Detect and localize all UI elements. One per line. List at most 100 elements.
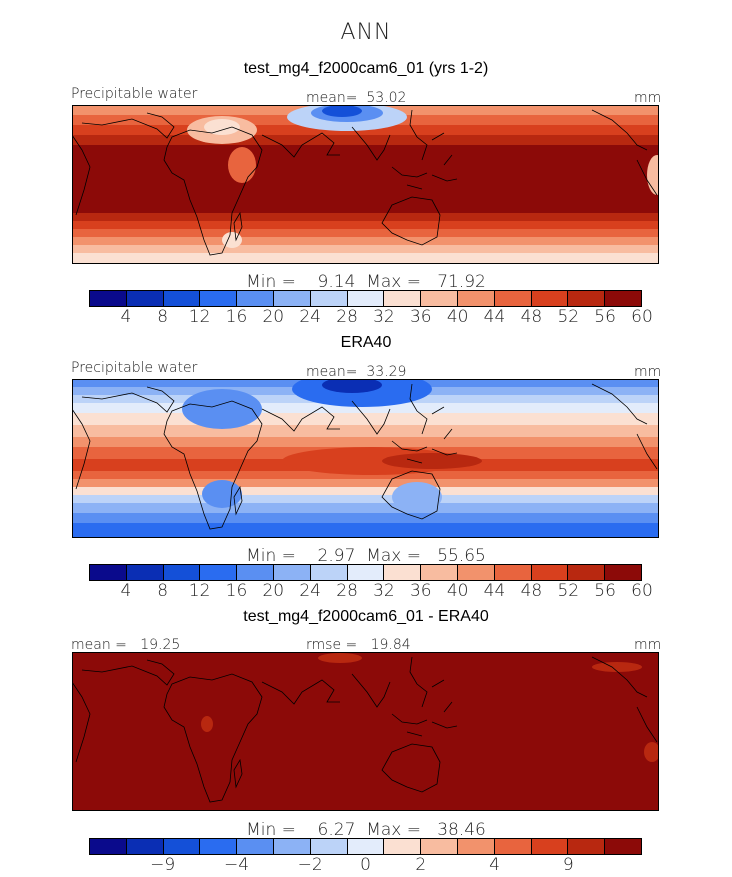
- colorbar-swatch: [605, 839, 641, 854]
- colorbar-swatch: [237, 565, 274, 580]
- tick-label: 32: [373, 581, 395, 601]
- panel-3-rmse-label: rmse = 19.84: [306, 637, 411, 653]
- panel-2-colorbar-ticks: 4 8 12 16 20 24 28 32 36 40 44 48 52 56 …: [89, 581, 652, 601]
- colorbar-swatch: [384, 291, 422, 306]
- colorbar-swatch: [90, 839, 127, 854]
- colorbar-swatch: [200, 839, 238, 854]
- tick-label: 36: [409, 307, 432, 327]
- tick-label: 9: [562, 855, 574, 875]
- panel-2-colorbar: [89, 564, 642, 581]
- tick-label: 44: [483, 307, 506, 327]
- tick-label: −4: [223, 855, 250, 875]
- colorbar-swatch: [531, 839, 569, 854]
- tick-label: 4: [120, 307, 132, 327]
- tick-label: 40: [446, 581, 469, 601]
- tick-label: 28: [336, 581, 358, 601]
- tick-label: 56: [594, 581, 616, 601]
- colorbar-swatch: [90, 291, 127, 306]
- tick-label: 52: [557, 581, 580, 601]
- tick-label: 8: [157, 581, 169, 601]
- colorbar-swatch: [605, 565, 641, 580]
- panel-2-min-max: Min = 2.97 Max = 55.65: [246, 546, 486, 566]
- tick-label: −2: [297, 855, 323, 875]
- tick-label: 20: [262, 581, 285, 601]
- tick-label: 2: [415, 855, 427, 875]
- colorbar-swatch: [126, 565, 164, 580]
- tick-label: 52: [557, 307, 580, 327]
- colorbar-swatch: [310, 839, 348, 854]
- tick-label: 4: [489, 855, 500, 875]
- panel-1-min-max: Min = 9.14 Max = 71.92: [246, 272, 486, 292]
- colorbar-swatch: [347, 291, 385, 306]
- panel-1-colorbar-ticks: 4 8 12 16 20 24 28 32 36 40 44 48 52 56 …: [89, 307, 652, 327]
- tick-label: 44: [483, 581, 506, 601]
- colorbar-swatch: [605, 291, 641, 306]
- figure-title: ANN: [340, 20, 392, 45]
- tick-label: 4: [120, 581, 132, 601]
- tick-label: 16: [225, 307, 248, 327]
- colorbar-swatch: [200, 565, 238, 580]
- tick-label: −9: [150, 855, 176, 875]
- panel-1-map: [72, 105, 659, 264]
- panel-1-title: test_mg4_f2000cam6_01 (yrs 1-2): [243, 60, 489, 77]
- colorbar-swatch: [421, 291, 458, 306]
- panel-3-map: [72, 652, 659, 811]
- tick-label: 56: [594, 307, 616, 327]
- colorbar-swatch: [163, 565, 201, 580]
- colorbar-swatch: [421, 565, 458, 580]
- tick-label: 48: [520, 581, 543, 601]
- colorbar-swatch: [310, 291, 348, 306]
- panel-1-mean-label: mean= 53.02: [306, 90, 407, 106]
- tick-label: 28: [336, 307, 358, 327]
- colorbar-swatch: [494, 839, 532, 854]
- colorbar-swatch: [568, 839, 606, 854]
- panel-1-variable-label: Precipitable water: [71, 86, 198, 102]
- panel-1-units-label: mm: [634, 90, 662, 106]
- colorbar-swatch: [384, 565, 422, 580]
- tick-label: 32: [373, 307, 395, 327]
- colorbar-swatch: [531, 565, 569, 580]
- colorbar-swatch: [531, 291, 569, 306]
- panel-3-min-max: Min = 6.27 Max = 38.46: [246, 820, 486, 840]
- panel-3-colorbar-ticks: −9 −4 −2 0 2 4 9: [89, 855, 642, 875]
- colorbar-swatch: [237, 291, 274, 306]
- panel-2-mean-label: mean= 33.29: [306, 364, 407, 380]
- colorbar-swatch: [273, 839, 311, 854]
- tick-label: 8: [157, 307, 169, 327]
- tick-label: 16: [225, 581, 248, 601]
- panel-2-units-label: mm: [634, 364, 662, 380]
- colorbar-swatch: [568, 565, 606, 580]
- colorbar-swatch: [384, 839, 422, 854]
- tick-label: 20: [262, 307, 285, 327]
- tick-label: 0: [360, 855, 371, 875]
- colorbar-swatch: [90, 565, 127, 580]
- colorbar-swatch: [421, 839, 458, 854]
- colorbar-swatch: [237, 839, 274, 854]
- colorbar-swatch: [200, 291, 238, 306]
- colorbar-swatch: [347, 565, 385, 580]
- colorbar-swatch: [457, 839, 495, 854]
- tick-label: 24: [299, 307, 322, 327]
- panel-3-title: test_mg4_f2000cam6_01 - ERA40: [243, 608, 489, 625]
- colorbar-swatch: [273, 565, 311, 580]
- colorbar-swatch: [347, 839, 385, 854]
- panel-2-title: ERA40: [340, 334, 392, 351]
- panel-3-mean-label: mean = 19.25: [71, 637, 181, 653]
- colorbar-swatch: [126, 839, 164, 854]
- panel-2-map: [72, 379, 659, 538]
- tick-label: 60: [631, 581, 653, 601]
- tick-label: 60: [631, 307, 653, 327]
- tick-label: 40: [446, 307, 469, 327]
- panel-3-units-label: mm: [634, 637, 662, 653]
- colorbar-swatch: [494, 565, 532, 580]
- panel-2-variable-label: Precipitable water: [71, 360, 198, 376]
- colorbar-swatch: [457, 291, 495, 306]
- colorbar-swatch: [163, 839, 201, 854]
- tick-label: 12: [188, 581, 211, 601]
- colorbar-swatch: [568, 291, 606, 306]
- tick-label: 48: [520, 307, 543, 327]
- colorbar-swatch: [163, 291, 201, 306]
- colorbar-swatch: [126, 291, 164, 306]
- tick-label: 36: [409, 581, 432, 601]
- colorbar-swatch: [494, 291, 532, 306]
